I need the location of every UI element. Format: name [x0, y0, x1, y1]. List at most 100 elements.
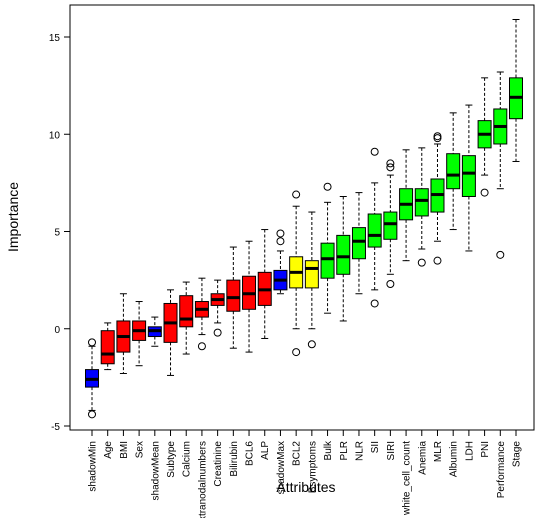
x-tick-label: BCL2	[292, 441, 303, 466]
y-tick-label: 0	[54, 325, 60, 336]
x-tick-label: Calcium	[182, 441, 193, 477]
x-tick-label: LDH	[464, 441, 475, 461]
outlier-point	[433, 132, 442, 141]
outlier-point	[88, 410, 96, 419]
box-BMI	[116, 293, 131, 374]
box-PLR	[336, 195, 351, 322]
outlier-point	[386, 280, 395, 289]
box-shadowMax	[273, 229, 288, 295]
x-tick-label: PNI	[480, 441, 491, 458]
x-tick-label: shadowMean	[150, 441, 161, 500]
box-rect	[414, 188, 429, 217]
outlier-point	[323, 182, 332, 191]
x-tick-label: PLR	[339, 441, 350, 460]
outlier-point	[276, 237, 285, 246]
box-rect	[304, 260, 319, 289]
outlier-point	[292, 190, 301, 199]
box-white_cell_count	[399, 149, 414, 262]
x-tick-label: MLR	[433, 441, 444, 462]
box-NLR	[351, 192, 366, 295]
x-tick-label: Subtype	[166, 441, 177, 478]
x-tick-label: SIRI	[386, 441, 397, 460]
x-tick-label: Age	[103, 441, 114, 459]
box-LDH	[461, 104, 476, 252]
box-Performance	[493, 71, 508, 259]
box-Age	[100, 322, 115, 371]
box-SII	[367, 147, 382, 308]
box-rect	[461, 155, 476, 197]
x-tick-label: Bilirubin	[229, 441, 240, 477]
outlier-point	[386, 159, 395, 168]
box-rect	[351, 227, 366, 260]
x-tick-label: Creatinine	[213, 441, 224, 487]
x-tick-label: NLR	[354, 441, 365, 461]
box-Bulk	[320, 182, 335, 314]
outlier-point	[307, 340, 316, 349]
box-Bsymptoms	[304, 211, 319, 349]
x-axis: shadowMin Age BMI Sex shadowMean Subtype Calci…	[88, 429, 523, 518]
box-rect	[100, 330, 115, 365]
outlier-point	[496, 250, 505, 259]
outlier-point	[433, 134, 442, 143]
box-shadowMin	[85, 338, 99, 419]
box-rect	[179, 295, 194, 328]
y-tick-label: 5	[54, 228, 60, 239]
outlier-point	[433, 256, 442, 265]
box-Creatinine	[210, 279, 225, 337]
outlier-point	[480, 188, 489, 197]
x-tick-label: BMI	[119, 441, 130, 459]
outlier-point	[213, 328, 222, 337]
x-tick-label: Bsymptoms	[307, 441, 318, 493]
box-Stage	[509, 18, 523, 162]
y-axis-title: Importance	[5, 182, 21, 252]
x-tick-label: ALP	[260, 441, 271, 460]
outlier-point	[417, 258, 426, 267]
box-rect	[367, 213, 382, 248]
outlier-point	[276, 229, 285, 238]
box-BCL6	[242, 240, 257, 353]
x-tick-label: Bulk	[323, 440, 334, 460]
x-tick-label: extranodalnumbers	[197, 441, 208, 518]
x-tick-label: shadowMin	[88, 441, 99, 492]
box-MLR	[430, 132, 445, 265]
outlier-point	[292, 348, 301, 357]
x-tick-label: Performance	[496, 441, 507, 499]
x-tick-label: SII	[370, 441, 381, 453]
box-shadowMean	[147, 316, 162, 347]
outlier-point	[88, 338, 96, 347]
y-tick-label: -5	[51, 422, 60, 433]
outlier-point	[386, 163, 395, 172]
x-tick-label: BCL6	[245, 441, 256, 466]
plot-frame	[69, 4, 535, 431]
box-rect	[383, 211, 398, 240]
box-Subtype	[163, 289, 178, 376]
box-extranodalnumbers	[194, 277, 209, 351]
box-PNI	[477, 77, 492, 197]
box-SIRI	[383, 159, 398, 289]
y-tick-label: 10	[49, 130, 61, 141]
box-rect	[320, 242, 335, 279]
outlier-point	[197, 342, 206, 351]
boxes-layer	[85, 18, 523, 419]
x-tick-label: white_cell_count	[402, 441, 413, 516]
x-tick-label: Sex	[135, 441, 146, 458]
box-Anemia	[414, 147, 429, 267]
outlier-point	[370, 147, 379, 156]
box-Sex	[132, 301, 147, 367]
box-Bilirubin	[226, 246, 241, 349]
outlier-point	[370, 299, 379, 308]
x-tick-label: Stage	[512, 441, 523, 468]
x-axis-title: Attributes	[276, 479, 335, 495]
y-tick-label: 15	[49, 33, 61, 44]
box-BCL2	[289, 190, 304, 357]
y-axis: -5 0 5 10 15	[49, 33, 71, 433]
x-tick-label: Albumin	[449, 441, 460, 477]
box-rect	[226, 279, 241, 312]
box-ALP	[257, 229, 272, 339]
box-Calcium	[179, 281, 194, 355]
box-Albumin	[446, 112, 461, 231]
box-rect	[446, 153, 461, 190]
x-tick-label: Anemia	[417, 441, 428, 475]
x-tick-label: shadowMax	[276, 441, 287, 494]
